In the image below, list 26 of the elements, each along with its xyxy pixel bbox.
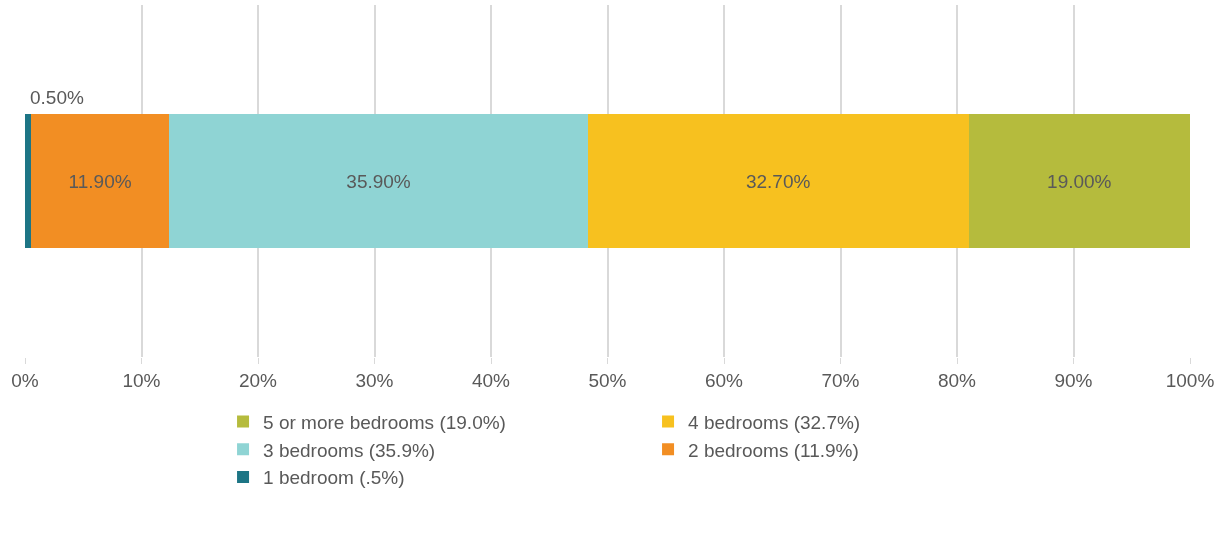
data-label: 0.50% [30, 87, 84, 108]
data-label: 35.90% [346, 170, 411, 192]
x-tick-label: 60% [704, 369, 744, 391]
legend-label: 3 bedrooms (35.9%) [263, 439, 436, 461]
data-label: 11.90% [68, 170, 132, 192]
legend-label: 4 bedrooms (32.7%) [688, 412, 861, 434]
bar [169, 114, 588, 248]
x-tick-label: 40% [471, 369, 511, 391]
x-tick-label: 90% [1054, 369, 1093, 391]
x-tick-label: 80% [937, 369, 977, 391]
x-tick-label: 10% [122, 369, 161, 391]
x-tick-label: 50% [588, 369, 627, 391]
bar [968, 114, 1190, 248]
bar [587, 114, 969, 248]
data-label: 32.70% [745, 170, 811, 192]
x-tick-label: 0% [11, 369, 39, 391]
bar [30, 114, 170, 248]
legend-label: 2 bedrooms (11.9%) [688, 439, 859, 461]
legend-label: 1 bedroom (.5%) [263, 467, 405, 489]
data-label: 19.00% [1047, 170, 1112, 192]
legend-label: 5 or more bedrooms (19.0%) [263, 412, 506, 434]
bar [25, 114, 31, 248]
x-tick-label: 100% [1165, 369, 1215, 391]
x-tick-label: 30% [355, 369, 394, 391]
x-tick-label: 20% [238, 369, 278, 391]
x-tick-label: 70% [821, 369, 860, 391]
